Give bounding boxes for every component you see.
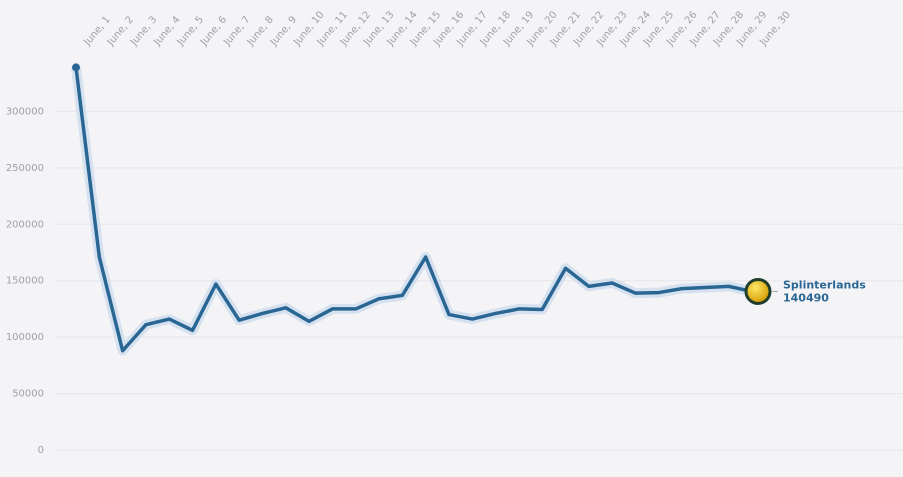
start-marker (72, 63, 80, 72)
line (74, 67, 753, 353)
y-tick-label: 50000 (12, 389, 44, 400)
y-tick-label: 200000 (6, 219, 44, 230)
y-tick-label: 100000 (6, 332, 44, 343)
series-label: Splinterlands (783, 278, 866, 291)
end-icon (744, 277, 772, 305)
y-tick-label: 250000 (6, 163, 44, 174)
y-tick-label: 0 (38, 445, 44, 456)
y-tick-label: 300000 (6, 106, 44, 117)
y-tick-label: 150000 (6, 276, 44, 287)
value-label: 140490 (783, 291, 829, 304)
